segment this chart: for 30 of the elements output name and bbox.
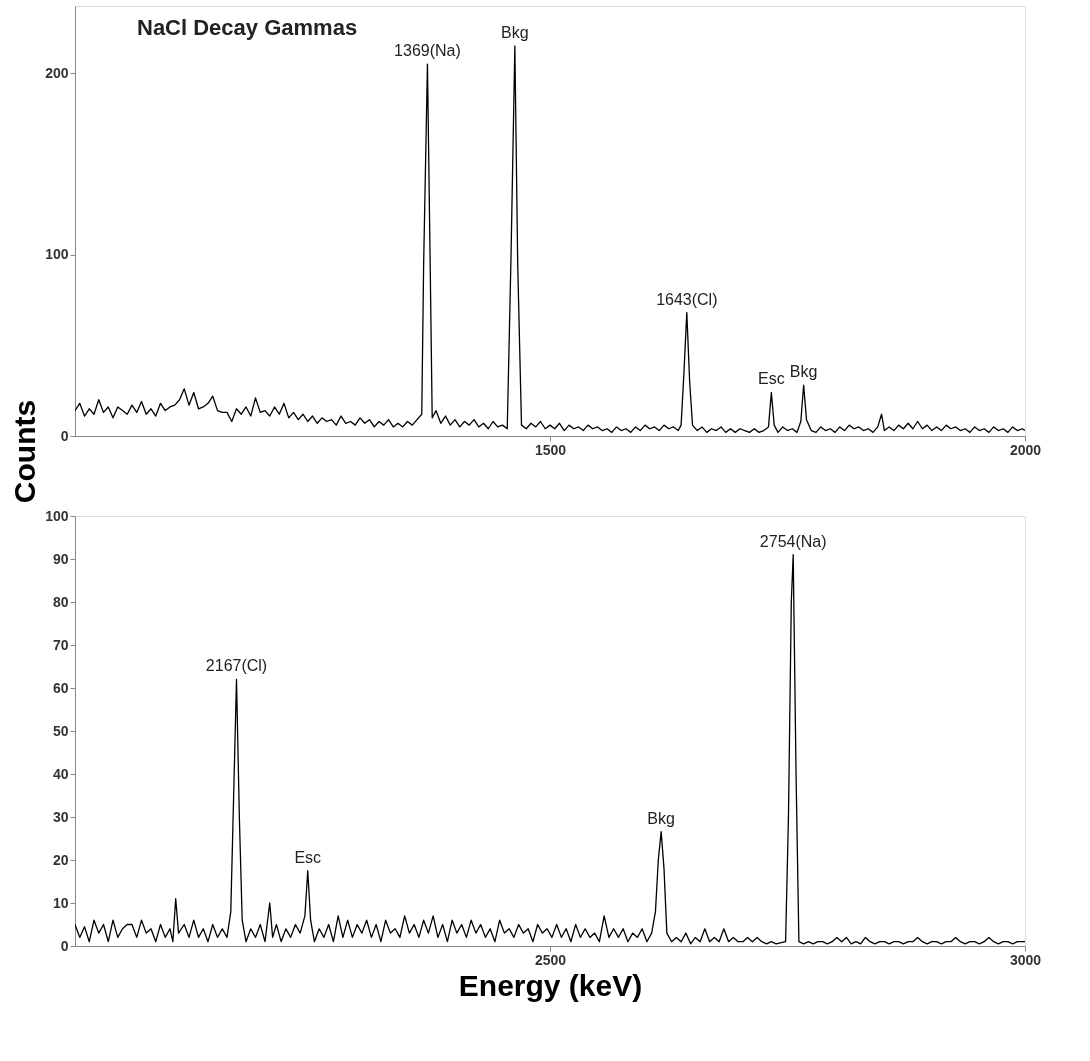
y-tick-label: 50 [52, 722, 69, 739]
y-tick-label: 40 [52, 765, 69, 782]
y-tick-label: 20 [52, 851, 69, 868]
y-axis-title: Counts [8, 399, 42, 504]
x-axis-title: Energy (keV) [458, 968, 643, 1002]
annotation: Bkg [501, 23, 529, 41]
y-tick-label: 30 [52, 808, 69, 825]
y-tick-label: 60 [52, 679, 69, 696]
annotation: Bkg [789, 363, 818, 381]
chart-title: NaCl Decay Gammas [137, 15, 358, 40]
y-tick-label: 10 [52, 894, 69, 911]
x-tick-label: 2500 [534, 951, 567, 968]
y-tick-label: 200 [45, 64, 69, 81]
y-tick-label: 90 [52, 550, 69, 567]
y-tick-label: 100 [45, 507, 69, 524]
annotation: Esc [294, 848, 322, 866]
y-tick-label: 0 [60, 427, 69, 444]
y-tick-label: 80 [52, 593, 69, 610]
annotation: 1643(Cl) [656, 290, 718, 308]
y-tick-label: 70 [52, 636, 69, 653]
y-tick-label: 0 [60, 937, 69, 954]
annotation: 2754(Na) [759, 532, 827, 550]
x-tick-label: 3000 [1009, 951, 1042, 968]
y-tick-label: 100 [45, 246, 69, 263]
x-tick-label: 2000 [1009, 441, 1042, 458]
annotation: 1369(Na) [394, 42, 461, 60]
annotation: Bkg [647, 809, 675, 827]
annotation: Esc [758, 370, 785, 388]
x-tick-label: 1500 [534, 441, 567, 458]
annotation: 2167(Cl) [205, 657, 268, 675]
